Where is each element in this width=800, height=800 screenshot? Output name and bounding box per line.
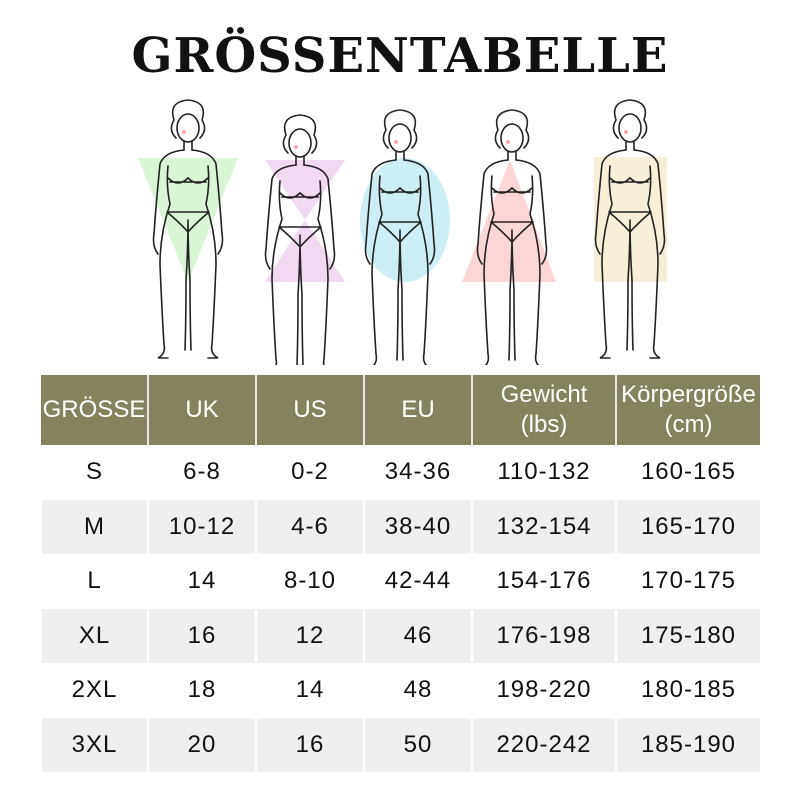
page-title: GRÖSSENTABELLE <box>131 28 669 84</box>
cell-weight: 154-176 <box>471 554 616 609</box>
header-label: GRÖSSE <box>42 396 146 423</box>
header-groesse: GRÖSSE <box>41 375 148 445</box>
cell-eu: 38-40 <box>363 499 472 554</box>
cell-size: 3XL <box>40 717 148 772</box>
table-row: 3XL 20 16 50 220-242 185-190 <box>40 717 760 772</box>
figure-triangle <box>462 109 556 365</box>
cell-us: 0-2 <box>255 445 364 500</box>
header-gewicht: Gewicht (lbs) <box>471 375 616 445</box>
cell-us: 8-10 <box>255 554 364 609</box>
cell-height: 170-175 <box>615 554 760 609</box>
header-eu: EU <box>363 375 472 445</box>
cell-weight: 220-242 <box>471 717 616 772</box>
cell-size: L <box>40 554 148 609</box>
cell-us: 4-6 <box>255 499 364 554</box>
cell-height: 160-165 <box>615 445 760 500</box>
cell-eu: 50 <box>363 717 472 772</box>
cell-size: XL <box>40 608 148 663</box>
hourglass-icon <box>265 160 345 282</box>
figure-inverted-triangle <box>138 99 238 359</box>
figure-oval <box>360 109 450 365</box>
cell-us: 12 <box>255 608 364 663</box>
cell-us: 16 <box>255 717 364 772</box>
table-body: S 6-8 0-2 34-36 110-132 160-165 M 10-12 4-6 38-40… <box>40 445 760 772</box>
header-label: US <box>293 396 327 423</box>
cell-eu: 34-36 <box>363 445 472 500</box>
header-unit: (lbs) <box>520 411 568 438</box>
cell-us: 14 <box>255 663 364 718</box>
header-koerpergroesse: Körpergröße (cm) <box>615 375 760 445</box>
cell-size: 2XL <box>40 663 148 718</box>
cell-weight: 110-132 <box>471 445 616 500</box>
cell-height: 180-185 <box>615 663 760 718</box>
cell-height: 165-170 <box>615 499 760 554</box>
header-label: Gewicht <box>500 381 588 408</box>
figure-hourglass <box>264 114 345 365</box>
cell-uk: 6-8 <box>147 445 256 500</box>
table-header-row: GRÖSSE UK US EU Gewicht (lbs) Körpergröße… <box>41 375 760 445</box>
table-row: S 6-8 0-2 34-36 110-132 160-165 <box>40 445 760 500</box>
header-label: Körpergröße <box>621 381 756 408</box>
table-row: XL 16 12 46 176-198 175-180 <box>40 608 760 663</box>
figure-rectangle <box>594 99 667 359</box>
oval-icon <box>360 158 450 282</box>
cell-uk: 20 <box>147 717 256 772</box>
header-label: UK <box>185 396 219 423</box>
header-us: US <box>255 375 364 445</box>
header-unit: (cm) <box>664 411 713 438</box>
cell-uk: 18 <box>147 663 256 718</box>
size-table: GRÖSSE UK US EU Gewicht (lbs) Körpergröße… <box>40 375 760 772</box>
table-row: 2XL 18 14 48 198-220 180-185 <box>40 663 760 718</box>
body-shapes-illustration <box>138 99 667 365</box>
cell-uk: 16 <box>147 608 256 663</box>
header-uk: UK <box>147 375 256 445</box>
cell-eu: 46 <box>363 608 472 663</box>
cell-size: M <box>40 499 148 554</box>
table-row: L 14 8-10 42-44 154-176 170-175 <box>40 554 760 609</box>
cell-eu: 42-44 <box>363 554 472 609</box>
cell-uk: 14 <box>147 554 256 609</box>
table-row: M 10-12 4-6 38-40 132-154 165-170 <box>40 499 760 554</box>
cell-weight: 176-198 <box>471 608 616 663</box>
cell-weight: 198-220 <box>471 663 616 718</box>
cell-height: 175-180 <box>615 608 760 663</box>
header-label: EU <box>401 396 435 423</box>
cell-eu: 48 <box>363 663 472 718</box>
cell-size: S <box>40 445 148 500</box>
cell-height: 185-190 <box>615 717 760 772</box>
cell-weight: 132-154 <box>471 499 616 554</box>
cell-uk: 10-12 <box>147 499 256 554</box>
